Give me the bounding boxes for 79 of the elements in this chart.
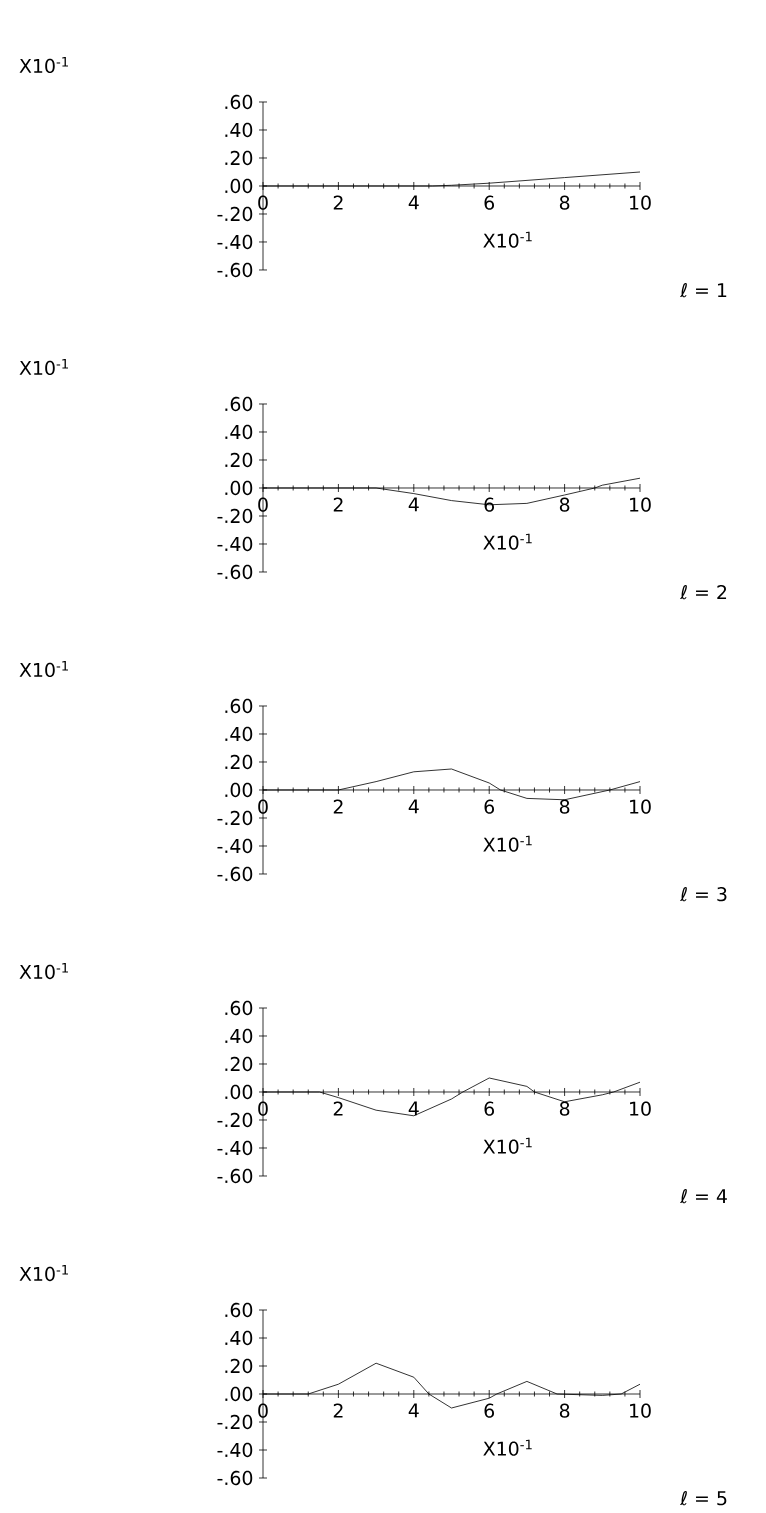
y-tick-label: .20 — [225, 754, 253, 770]
x-tick-label: 0 — [258, 1101, 268, 1116]
y-tick-label: .20 — [225, 1056, 253, 1072]
x-tick-label: 6 — [484, 195, 495, 210]
x-tick-label: 10 — [630, 799, 651, 814]
x-tick-label: 10 — [630, 1403, 651, 1418]
text: X10$^{-1}$ — [19, 56, 68, 74]
x-tick-label: 8 — [559, 497, 570, 512]
y-tick-label: -.60 — [217, 1470, 253, 1486]
x-tick-label: 4 — [408, 1101, 419, 1116]
x-tick-label: 2 — [333, 799, 343, 814]
y-tick-label: -.60 — [217, 866, 253, 882]
y-tick-label: .20 — [225, 452, 253, 468]
x-tick-label: 0 — [258, 195, 268, 210]
x-axis-title: X10$^{-1}$ — [483, 1439, 532, 1456]
x-tick-label: 10 — [630, 195, 651, 210]
y-tick-label: -.20 — [217, 810, 253, 826]
x-tick-label: 8 — [559, 1403, 570, 1418]
x-axis-title: X10$^{-1}$ — [483, 231, 532, 248]
x-tick-label: 4 — [408, 1403, 419, 1418]
x-tick-label: 2 — [333, 1101, 343, 1116]
y-tick-label: .40 — [225, 424, 253, 440]
y-tick-label: .40 — [225, 1330, 253, 1346]
text: X10$^{-1}$ — [19, 358, 68, 376]
text: X10$^{-1}$ — [19, 962, 68, 980]
x-axis-title: X10$^{-1}$ — [483, 1137, 532, 1154]
x-tick-label: 8 — [559, 1101, 570, 1116]
x-tick-label: 4 — [408, 195, 419, 210]
y-tick-label: .20 — [225, 1358, 253, 1374]
y-tick-label: -.40 — [217, 838, 253, 854]
x-tick-label: 6 — [484, 1101, 495, 1116]
y-tick-label: -.40 — [217, 234, 253, 250]
y-tick-label: .60 — [225, 1302, 253, 1318]
x-tick-label: 6 — [484, 1403, 495, 1418]
y-tick-label: .00 — [225, 480, 253, 496]
text: X10$^{-1}$ — [19, 660, 68, 678]
x-tick-label: 4 — [408, 497, 419, 512]
x-tick-label: 6 — [484, 799, 495, 814]
y-tick-label: .20 — [225, 150, 253, 166]
y-tick-label: -.40 — [217, 1140, 253, 1156]
x-tick-label: 0 — [258, 799, 268, 814]
y-tick-label: -.20 — [217, 1112, 253, 1128]
x-axis-title: X10$^{-1}$ — [483, 835, 532, 852]
y-tick-label: .60 — [225, 94, 253, 110]
x-tick-label: 0 — [258, 1403, 268, 1418]
y-tick-label: -.60 — [217, 1168, 253, 1184]
text: ℓ = 4 — [679, 1189, 727, 1204]
y-tick-label: .00 — [225, 1386, 253, 1402]
y-tick-label: .40 — [225, 122, 253, 138]
text: ℓ = 3 — [679, 886, 727, 902]
text: ℓ = 5 — [679, 1491, 727, 1506]
x-tick-label: 4 — [408, 799, 419, 814]
text: ℓ = 1 — [679, 282, 727, 298]
x-tick-label: 10 — [630, 497, 651, 512]
y-tick-label: .60 — [225, 1000, 253, 1016]
y-tick-label: .00 — [225, 782, 253, 798]
y-tick-label: -.40 — [217, 536, 253, 552]
y-tick-label: .60 — [225, 396, 253, 412]
text: ℓ = 2 — [679, 584, 727, 600]
y-tick-label: -.20 — [217, 206, 253, 222]
x-tick-label: 2 — [333, 195, 343, 210]
y-tick-label: .00 — [225, 178, 253, 194]
x-tick-label: 8 — [559, 799, 570, 814]
x-tick-label: 10 — [630, 1101, 651, 1116]
text: X10$^{-1}$ — [19, 1264, 68, 1282]
y-tick-label: -.60 — [217, 564, 253, 580]
y-tick-label: .40 — [225, 1028, 253, 1044]
y-tick-label: -.60 — [217, 262, 253, 278]
x-tick-label: 8 — [559, 195, 570, 210]
y-tick-label: .60 — [225, 698, 253, 714]
x-axis-title: X10$^{-1}$ — [483, 533, 532, 550]
y-tick-label: -.20 — [217, 508, 253, 524]
y-tick-label: .00 — [225, 1084, 253, 1100]
y-tick-label: -.40 — [217, 1442, 253, 1458]
y-tick-label: -.20 — [217, 1414, 253, 1430]
x-tick-label: 0 — [258, 497, 268, 512]
x-tick-label: 2 — [333, 1403, 343, 1418]
x-tick-label: 2 — [333, 497, 343, 512]
y-tick-label: .40 — [225, 726, 253, 742]
